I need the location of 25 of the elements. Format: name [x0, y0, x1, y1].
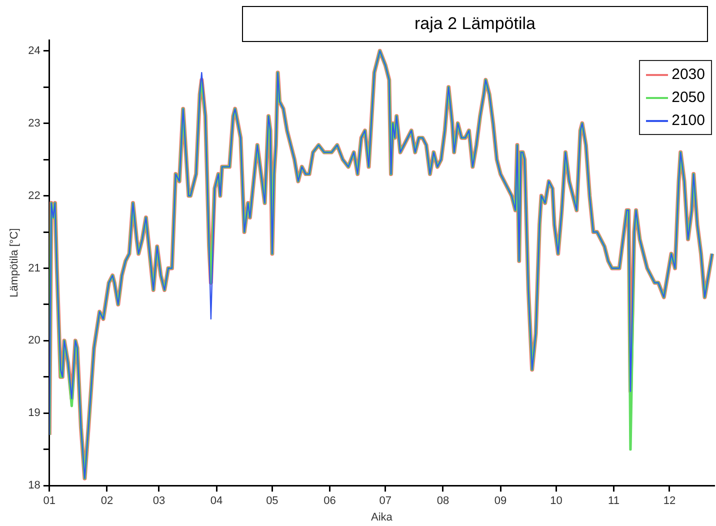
y-tick-label: 18 — [28, 480, 40, 492]
x-tick-label: 02 — [100, 495, 114, 508]
y-tick-label: 20 — [28, 334, 40, 347]
x-tick-label: 04 — [210, 495, 223, 508]
x-tick-label: 07 — [379, 495, 392, 508]
y-tick-label: 22 — [28, 190, 40, 202]
x-axis-title: Aika — [371, 511, 394, 524]
x-tick-label: 03 — [152, 495, 166, 508]
y-tick-label: 24 — [28, 44, 40, 57]
y-tick-label: 19 — [28, 407, 40, 420]
x-tick-label: 10 — [550, 495, 562, 508]
y-tick-label: 23 — [28, 117, 40, 130]
legend-label: 2100 — [672, 112, 705, 129]
x-tick-label: 01 — [43, 495, 56, 508]
x-tick-label: 06 — [324, 495, 336, 508]
x-tick-label: 11 — [608, 495, 620, 508]
y-tick-label: 21 — [28, 262, 40, 274]
legend-label: 2030 — [672, 66, 705, 83]
legend-label: 2050 — [672, 89, 705, 106]
x-tick-label: 05 — [266, 495, 278, 508]
x-tick-label: 08 — [436, 495, 450, 508]
chart-title: raja 2 Lämpötila — [242, 6, 708, 42]
x-tick-label: 12 — [663, 495, 676, 508]
x-tick-label: 09 — [494, 495, 507, 508]
y-axis-title: Lämpötila [°C] — [8, 228, 21, 298]
